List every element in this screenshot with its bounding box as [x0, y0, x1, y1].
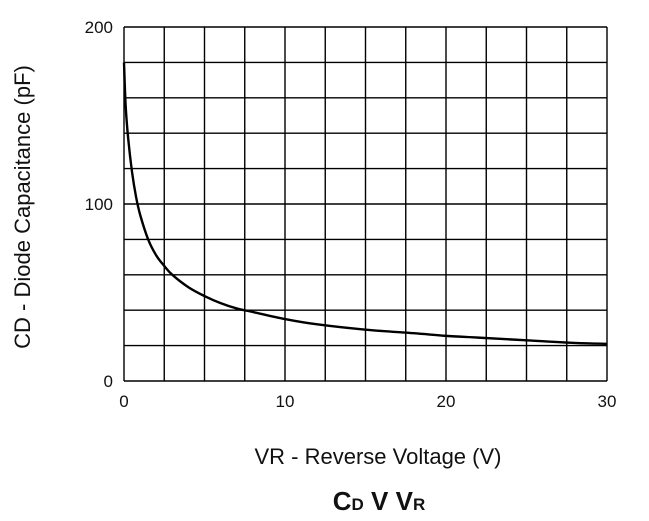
- title-v: V: [396, 486, 414, 516]
- x-tick-label: 30: [598, 392, 617, 411]
- capacitance-curve: [122, 62, 608, 346]
- x-tick-label: 10: [276, 392, 295, 411]
- y-axis-label: CD - Diode Capacitance (pF): [10, 65, 35, 349]
- grid: [123, 26, 608, 382]
- series: [122, 62, 608, 346]
- x-tick-label: 0: [119, 392, 128, 411]
- y-tick-label: 100: [85, 195, 113, 214]
- x-tick-label: 20: [437, 392, 456, 411]
- title-v-mid: V: [364, 486, 396, 516]
- title-sub-d: D: [352, 495, 364, 514]
- chart-title: CD V VR: [333, 486, 425, 516]
- y-tick-label: 200: [85, 18, 113, 37]
- y-tick-label: 0: [104, 372, 113, 391]
- title-c: C: [333, 486, 352, 516]
- title-sub-r: R: [413, 495, 425, 514]
- tick-labels: 0 10 20 30 0 100 200: [85, 18, 617, 411]
- x-axis-label: VR - Reverse Voltage (V): [255, 444, 502, 469]
